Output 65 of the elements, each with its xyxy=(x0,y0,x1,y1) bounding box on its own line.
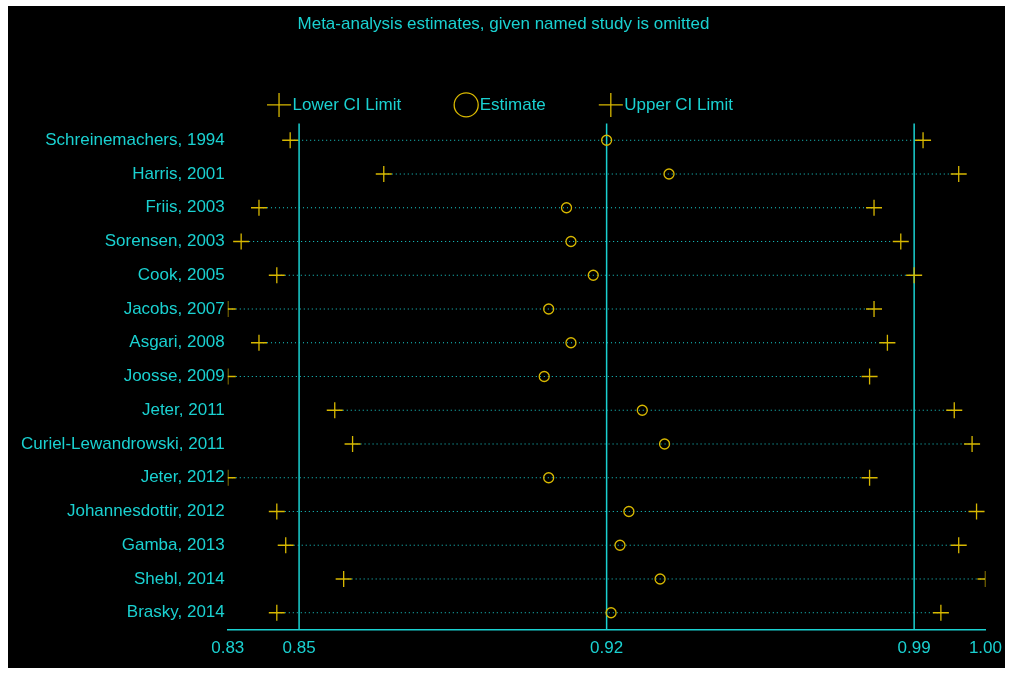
chart-title: Meta-analysis estimates, given named study is omitted xyxy=(297,13,710,33)
y-tick-label: Cook, 2005 xyxy=(137,264,225,284)
point xyxy=(963,435,981,453)
point xyxy=(335,570,353,588)
point xyxy=(950,536,968,554)
point xyxy=(878,334,897,352)
y-tick-label: Jeter, 2012 xyxy=(140,467,225,487)
x-tick-label: 0.85 xyxy=(282,638,316,658)
y-tick-label: Joosse, 2009 xyxy=(123,366,225,386)
x-tick-label: 1.00 xyxy=(968,638,1002,658)
point xyxy=(277,536,295,554)
x-tick-label: 0.83 xyxy=(211,638,245,658)
point xyxy=(914,131,932,149)
point xyxy=(663,168,675,180)
x-tick-label: 0.99 xyxy=(897,638,931,658)
point xyxy=(865,300,883,318)
point xyxy=(268,604,286,622)
y-tick-label: Jeter, 2011 xyxy=(141,399,225,419)
point xyxy=(281,131,299,149)
point xyxy=(636,404,648,416)
point xyxy=(950,165,968,183)
y-tick-label: Friis, 2003 xyxy=(145,197,225,217)
point xyxy=(892,232,910,251)
point xyxy=(538,370,550,383)
point xyxy=(343,435,362,453)
point xyxy=(543,303,555,315)
point xyxy=(605,607,617,619)
point xyxy=(543,472,555,484)
point xyxy=(945,401,963,419)
point xyxy=(658,438,671,450)
point xyxy=(268,502,286,521)
point xyxy=(967,502,986,521)
point xyxy=(326,401,344,419)
y-tick-label: Shebl, 2014 xyxy=(134,568,225,588)
point xyxy=(375,165,393,183)
legend-label: Estimate xyxy=(479,94,546,114)
point xyxy=(268,266,286,284)
point xyxy=(654,573,666,585)
y-tick-label: Schreinemachers, 1994 xyxy=(45,129,225,149)
point xyxy=(232,232,250,251)
point xyxy=(250,199,268,217)
y-tick-label: Asgari, 2008 xyxy=(129,332,225,352)
point xyxy=(905,266,923,284)
point xyxy=(932,604,950,622)
point xyxy=(614,539,626,551)
point xyxy=(860,469,879,487)
point xyxy=(560,202,573,214)
y-tick-label: Curiel-Lewandrowski, 2011 xyxy=(20,433,225,453)
y-tick-label: Brasky, 2014 xyxy=(126,602,225,622)
point xyxy=(565,235,577,248)
y-tick-label: Sorensen, 2003 xyxy=(104,231,225,251)
y-tick-label: Johannesdottir, 2012 xyxy=(66,501,225,521)
point xyxy=(860,367,879,386)
x-tick-label: 0.92 xyxy=(590,638,624,658)
y-tick-label: Jacobs, 2007 xyxy=(123,298,225,318)
point xyxy=(865,199,883,217)
point xyxy=(565,337,577,349)
legend-label: Lower CI Limit xyxy=(292,94,402,114)
y-tick-label: Gamba, 2013 xyxy=(121,534,225,554)
point xyxy=(600,134,613,146)
point xyxy=(587,269,599,281)
point xyxy=(250,334,268,352)
legend-label: Upper CI Limit xyxy=(624,94,734,114)
point xyxy=(623,505,635,518)
y-tick-label: Harris, 2001 xyxy=(132,163,225,183)
